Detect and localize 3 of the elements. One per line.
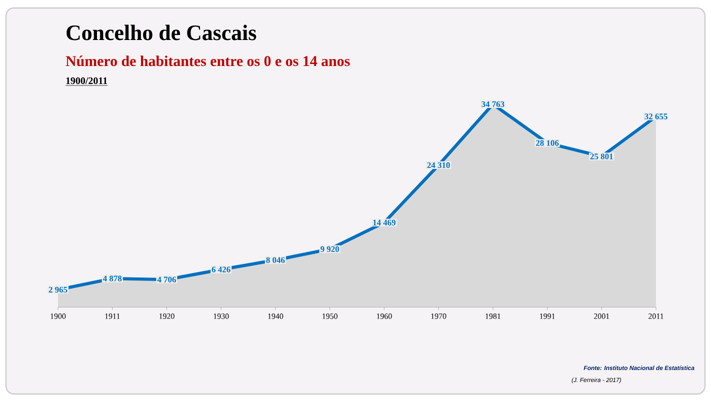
chart-subtitle: Número de habitantes entre os 0 e os 14 anos (66, 56, 350, 66)
text: 1900/2011 (66, 77, 108, 84)
chart-title: Concelho de Cascais (66, 24, 256, 40)
